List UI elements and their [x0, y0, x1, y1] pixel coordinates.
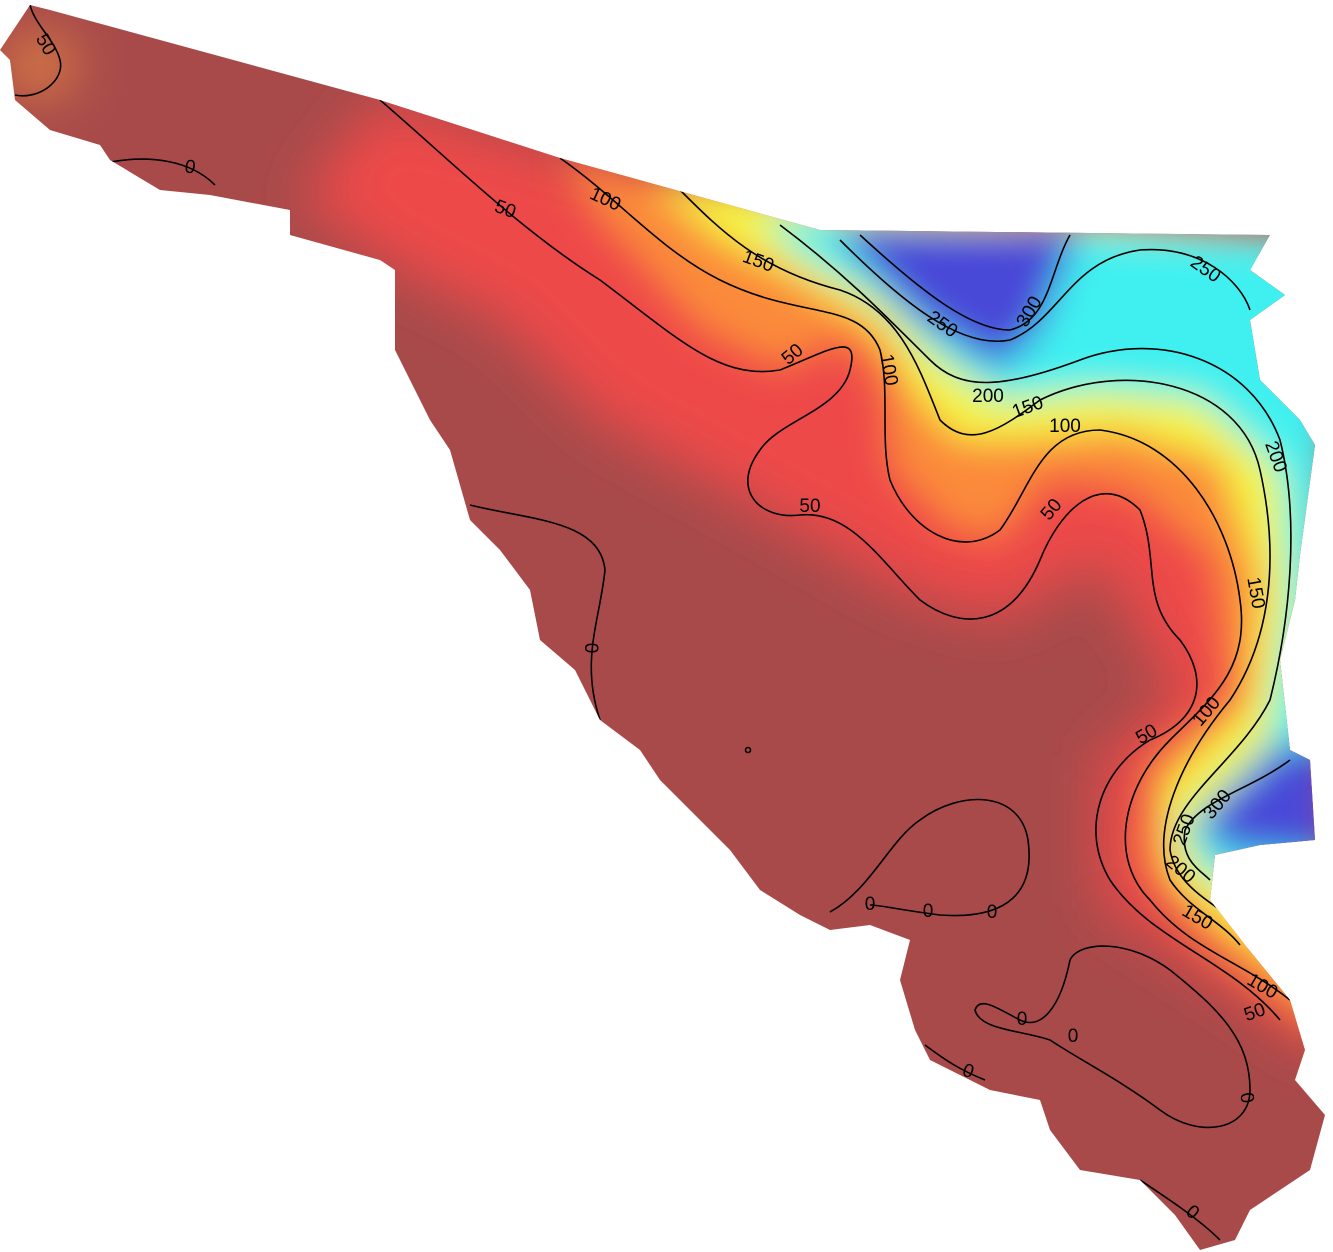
- contour-lines: [14, 5, 1292, 1241]
- contour-label: 50: [799, 496, 820, 517]
- contour-label: 200: [972, 386, 1004, 407]
- contour-label: 0: [1235, 1091, 1258, 1105]
- contour-label: 0: [1017, 1009, 1028, 1030]
- contour-label: 0: [865, 894, 876, 915]
- contour-label: 0: [987, 902, 998, 923]
- contour-label: 0: [580, 643, 601, 654]
- contour-label: 0: [1068, 1026, 1079, 1047]
- contour-label: 0: [183, 156, 197, 179]
- contour-label: 0: [923, 901, 934, 922]
- contour-label: 100: [1049, 416, 1081, 437]
